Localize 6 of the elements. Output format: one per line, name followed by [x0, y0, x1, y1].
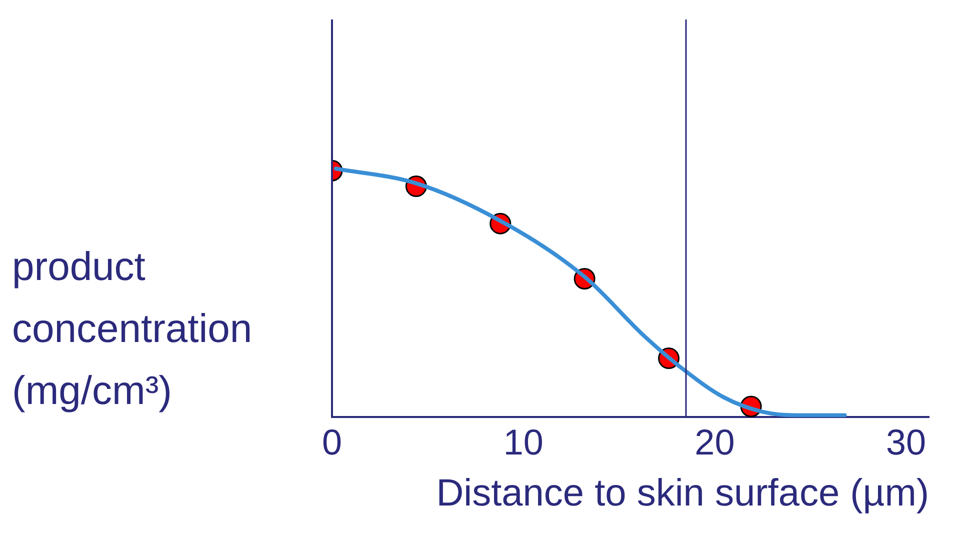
x-tick-label: 30 [886, 422, 926, 463]
x-tick-label: 20 [694, 422, 735, 463]
x-tick-label: 0 [322, 422, 342, 463]
x-tick-label: 10 [503, 422, 544, 463]
x-axis-title: Distance to skin surface (µm) [436, 472, 929, 515]
y-axis-title: product concentration (mg/cm³) [12, 244, 254, 415]
